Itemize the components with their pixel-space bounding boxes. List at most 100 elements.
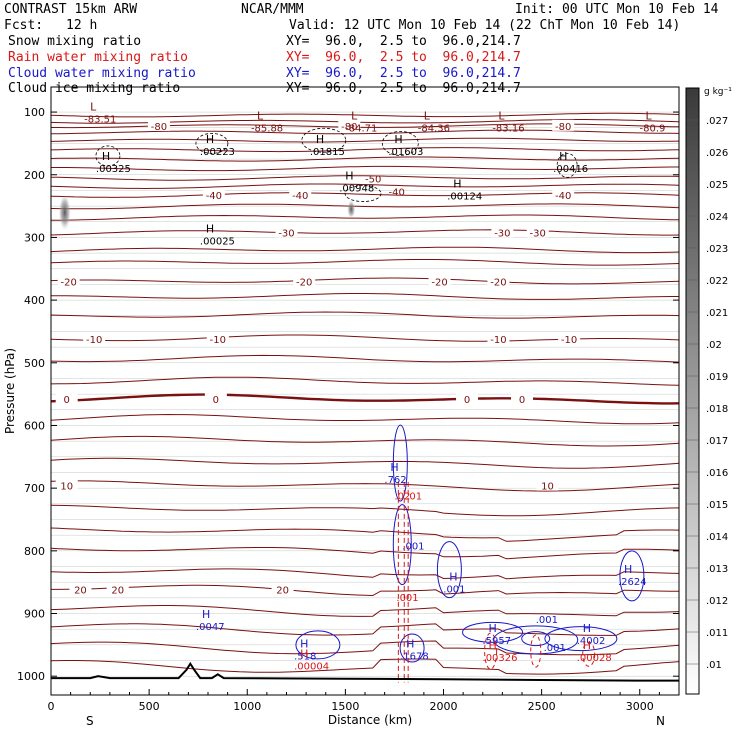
colorbar-tick-label: .019 bbox=[706, 372, 728, 383]
terrain-profile bbox=[51, 661, 679, 682]
temperature-contour bbox=[50, 605, 680, 617]
valid-time: Valid: 12 UTC Mon 10 Feb 14 (22 ChT Mon … bbox=[289, 18, 681, 33]
high-marker: H bbox=[583, 639, 591, 652]
rain-water-contour bbox=[530, 634, 542, 668]
contour-label-bg bbox=[456, 393, 479, 405]
contour-label-bg bbox=[83, 332, 106, 344]
contour-label: -10 bbox=[86, 335, 102, 346]
y-tick-label: 100 bbox=[24, 106, 45, 119]
field-rain-xy: XY= 96.0, 2.5 to 96.0,214.7 bbox=[286, 50, 521, 65]
colorbar-unit: g kg⁻¹ bbox=[704, 87, 732, 97]
contour-label: -20 bbox=[296, 277, 312, 288]
extremum-value: .01603 bbox=[388, 147, 423, 158]
contour-label-bg bbox=[536, 479, 559, 491]
rain-water-contour bbox=[582, 641, 596, 667]
extremum-value: .00948 bbox=[339, 183, 374, 194]
extremum-value: .5957 bbox=[483, 636, 512, 647]
high-marker: H bbox=[390, 461, 398, 474]
colorbar-tick-label: .015 bbox=[706, 500, 728, 511]
high-marker: H bbox=[202, 608, 210, 621]
low-marker: L bbox=[424, 110, 431, 123]
x-tick-label: 1000 bbox=[233, 700, 261, 713]
contour-label: 10 bbox=[541, 482, 554, 493]
extremum-value: .00025 bbox=[200, 237, 235, 248]
temperature-contour bbox=[50, 658, 680, 675]
contour-label-bg bbox=[57, 275, 80, 287]
colorbar-tick-label: .017 bbox=[706, 436, 728, 447]
temperature-contour bbox=[51, 293, 679, 300]
y-tick-label: 700 bbox=[24, 482, 45, 495]
temperature-contour bbox=[50, 334, 680, 342]
extremum-value: -80.9 bbox=[640, 124, 666, 135]
contour-label: -10 bbox=[210, 335, 226, 346]
y-tick-label: 400 bbox=[24, 294, 45, 307]
x-tick-label: 2500 bbox=[528, 700, 556, 713]
colorbar-tick-label: .021 bbox=[706, 308, 728, 319]
temperature-contour bbox=[50, 192, 680, 198]
high-marker: H bbox=[489, 622, 497, 635]
extremum-value: .2624 bbox=[618, 577, 647, 588]
x-tick-label: 500 bbox=[139, 700, 160, 713]
temperature-contour bbox=[50, 147, 680, 153]
contour-label: -10 bbox=[561, 335, 577, 346]
extremum-value: .4002 bbox=[577, 636, 606, 647]
high-marker: H bbox=[394, 133, 402, 146]
y-tick-label: 800 bbox=[24, 545, 45, 558]
contour-label: .001 bbox=[544, 643, 566, 654]
low-marker: L bbox=[646, 110, 653, 123]
field-snow-name: Snow mixing ratio bbox=[8, 34, 142, 49]
temperature-contour bbox=[50, 413, 680, 425]
low-marker: L bbox=[90, 100, 97, 113]
contour-label: .02 bbox=[394, 491, 410, 502]
colorbar-tick-label: .022 bbox=[706, 276, 728, 287]
y-tick-label: 500 bbox=[24, 357, 45, 370]
high-marker: H bbox=[206, 223, 214, 236]
extremum-value: .00124 bbox=[447, 191, 482, 202]
temperature-contour bbox=[50, 229, 680, 236]
field-cloudice-xy: XY= 96.0, 2.5 to 96.0,214.7 bbox=[286, 81, 521, 96]
contour-label-bg bbox=[526, 226, 549, 238]
temperature-contour bbox=[50, 175, 680, 181]
contour-label: 0 bbox=[464, 395, 470, 406]
temperature-contour bbox=[50, 156, 680, 162]
contour-label: -20 bbox=[490, 277, 506, 288]
colorbar-tick-label: .016 bbox=[706, 468, 728, 479]
colorbar-ramp bbox=[685, 87, 700, 695]
extremum-value: -85.88 bbox=[251, 124, 283, 135]
colorbar-tick-label: .011 bbox=[706, 628, 728, 639]
colorbar-tick-label: .014 bbox=[706, 532, 728, 543]
high-marker: H bbox=[559, 150, 567, 163]
contour-label-bg bbox=[552, 119, 575, 131]
y-axis-label: Pressure (hPa) bbox=[3, 348, 17, 434]
temperature-contour bbox=[50, 640, 680, 656]
temperature-contour bbox=[50, 112, 680, 118]
fcst-value: 12 h bbox=[66, 18, 98, 33]
contour-label: -40 bbox=[292, 191, 308, 202]
high-marker: H bbox=[102, 150, 110, 163]
high-marker: H bbox=[624, 563, 632, 576]
snow-shading bbox=[347, 200, 356, 219]
x-tick-label: 3000 bbox=[626, 700, 654, 713]
y-tick-label: 300 bbox=[24, 231, 45, 244]
contour-label: 20 bbox=[111, 586, 124, 597]
contour-label: -30 bbox=[494, 228, 510, 239]
contour-label-bg bbox=[271, 583, 294, 595]
extremum-value: -83.16 bbox=[492, 124, 524, 135]
field-rain-name: Rain water mixing ratio bbox=[8, 50, 189, 65]
contour-label-bg bbox=[69, 583, 92, 595]
temperature-contour bbox=[50, 183, 680, 190]
extremum-value: -84.71 bbox=[345, 124, 377, 135]
high-marker: H bbox=[206, 133, 214, 146]
temperature-contour bbox=[50, 354, 680, 363]
extremum-value: .762 bbox=[384, 475, 406, 486]
cloud-ice-outline bbox=[344, 185, 382, 202]
high-marker: H bbox=[300, 638, 308, 651]
contour-label: -80 bbox=[555, 122, 571, 133]
high-marker: H bbox=[345, 169, 353, 182]
cloud-water-contour bbox=[619, 550, 645, 602]
temperature-contours bbox=[50, 111, 680, 677]
colorbar-tick-label: .027 bbox=[706, 116, 728, 127]
init-time: Init: 00 UTC Mon 10 Feb 14 bbox=[515, 2, 719, 17]
temperature-contour bbox=[50, 137, 680, 143]
